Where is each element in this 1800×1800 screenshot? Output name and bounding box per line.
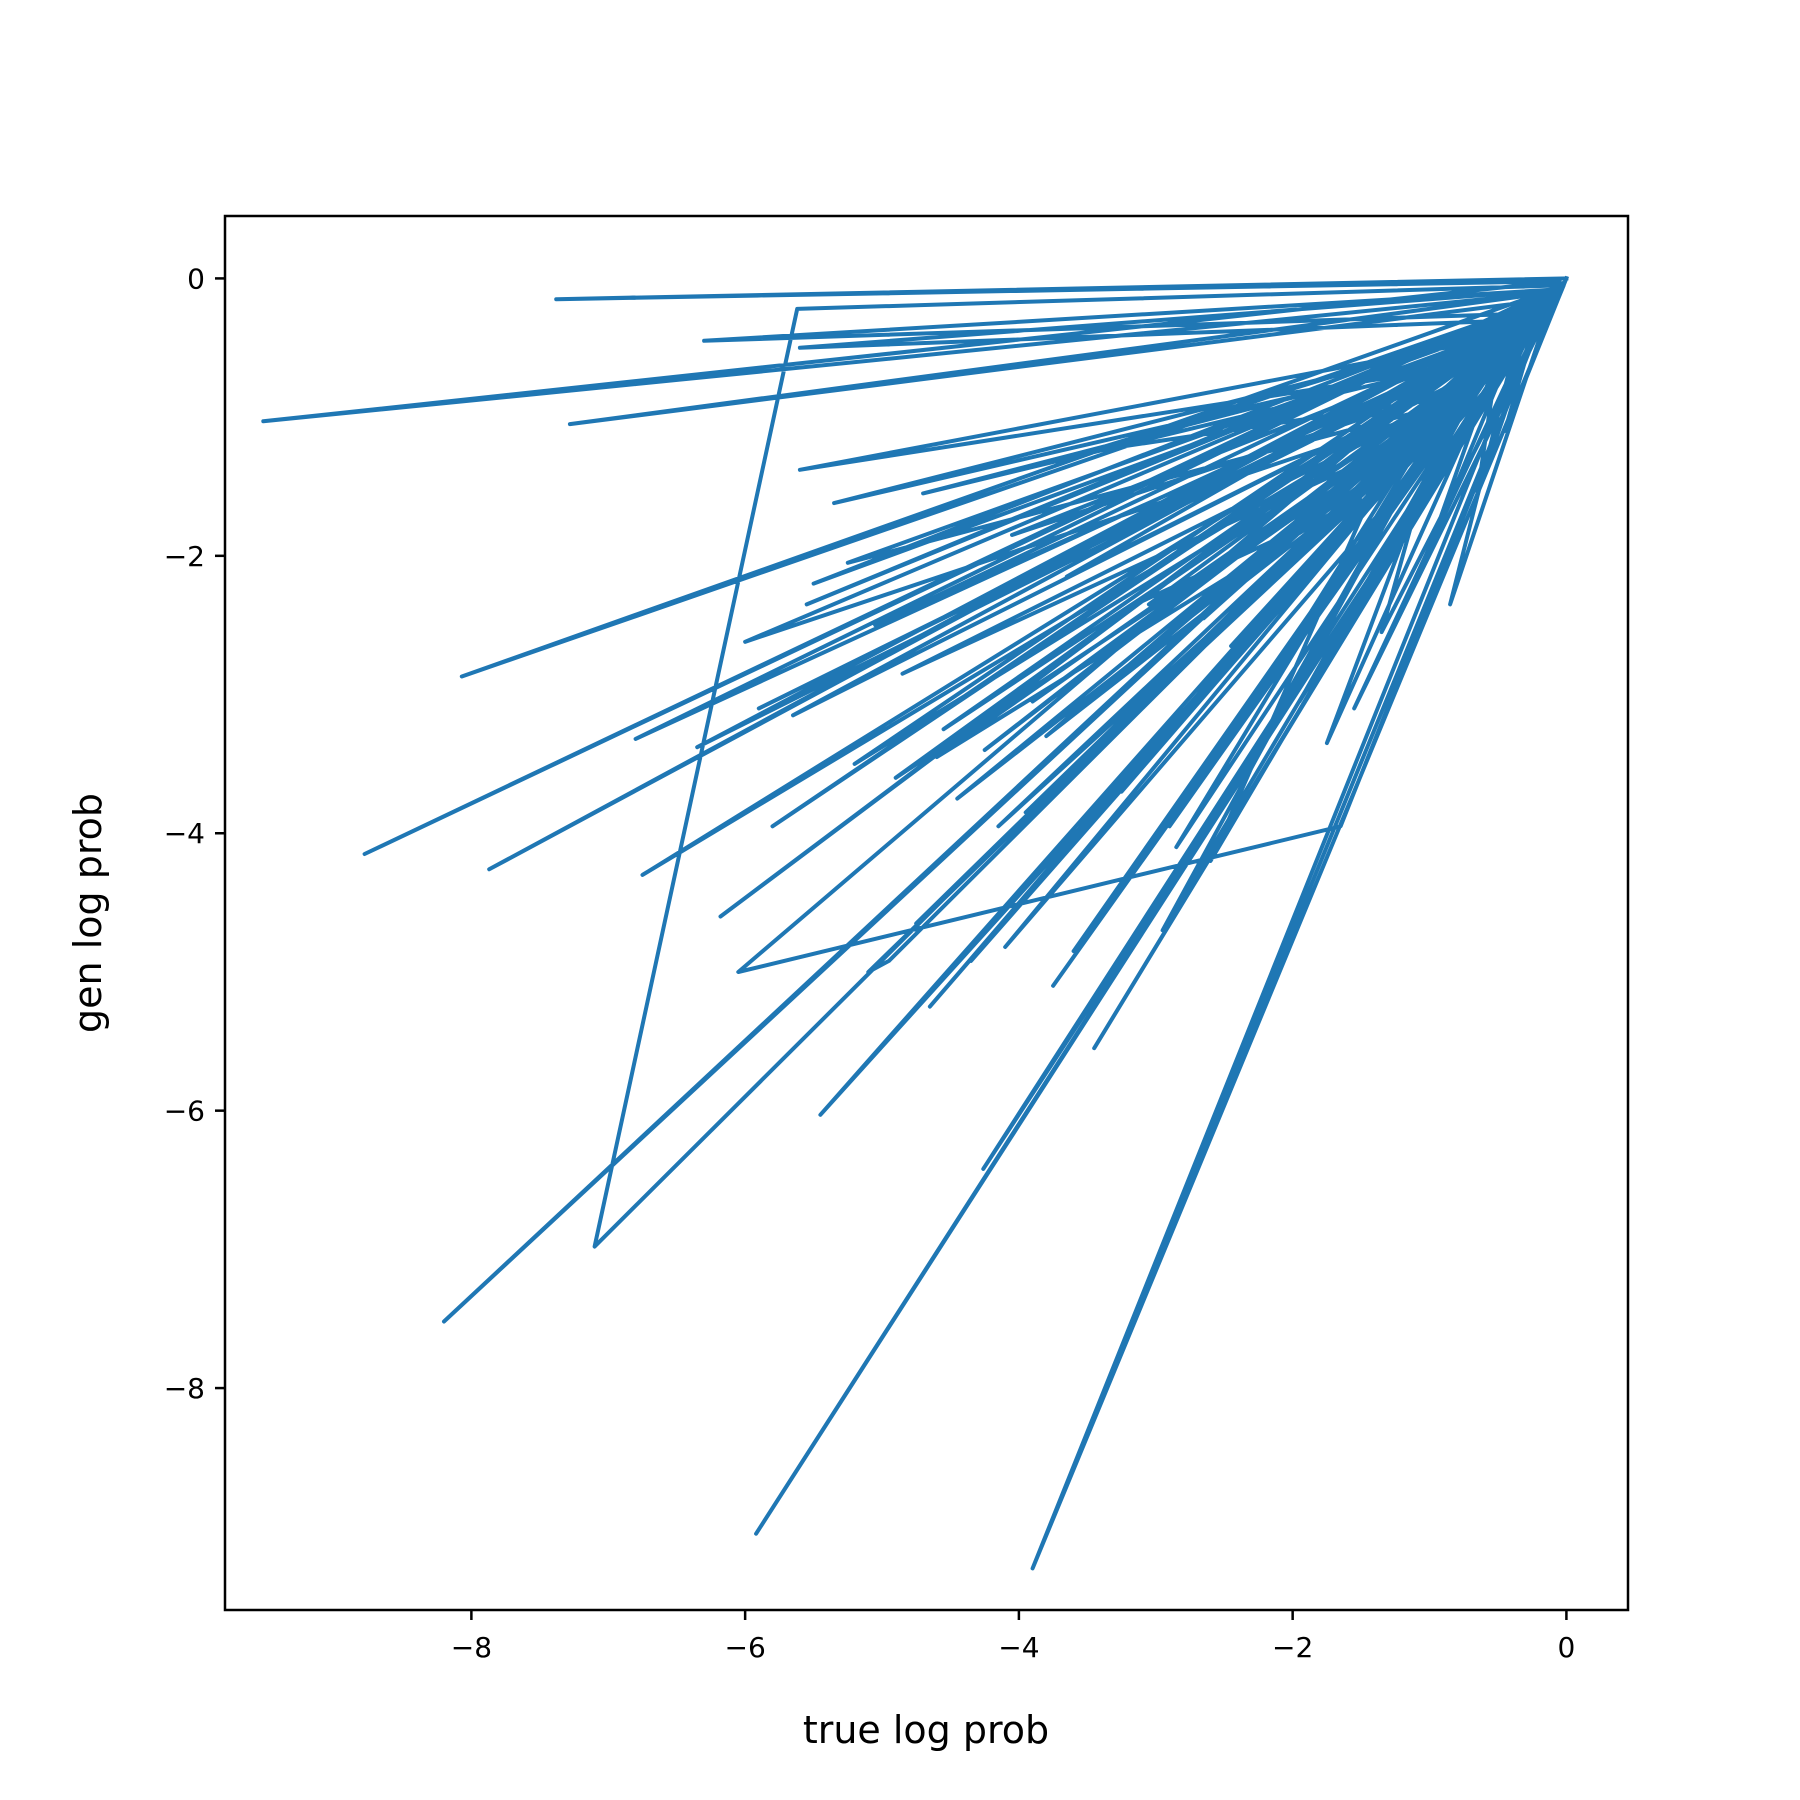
x-axis-ticks: −8 −6 −4 −2 0 <box>451 1610 1575 1664</box>
x-tick-label: −4 <box>998 1631 1039 1664</box>
series-layer <box>261 275 1570 1571</box>
x-tick-label: −6 <box>724 1631 765 1664</box>
x-tick-label: −2 <box>1272 1631 1313 1664</box>
y-tick-label: −4 <box>164 817 205 850</box>
y-tick-label: 0 <box>187 262 205 295</box>
x-axis-label: true log prob <box>803 1708 1049 1752</box>
x-tick-label: −8 <box>451 1631 492 1664</box>
y-tick-label: −6 <box>164 1095 205 1128</box>
series-line-0 <box>261 275 1570 1571</box>
y-axis-ticks: 0 −2 −4 −6 −8 <box>164 262 225 1405</box>
y-tick-label: −2 <box>164 540 205 573</box>
plot-frame <box>223 214 1630 1612</box>
y-tick-label: −8 <box>164 1372 205 1405</box>
x-tick-label: 0 <box>1557 1631 1575 1664</box>
y-axis-label: gen log prob <box>66 793 110 1033</box>
